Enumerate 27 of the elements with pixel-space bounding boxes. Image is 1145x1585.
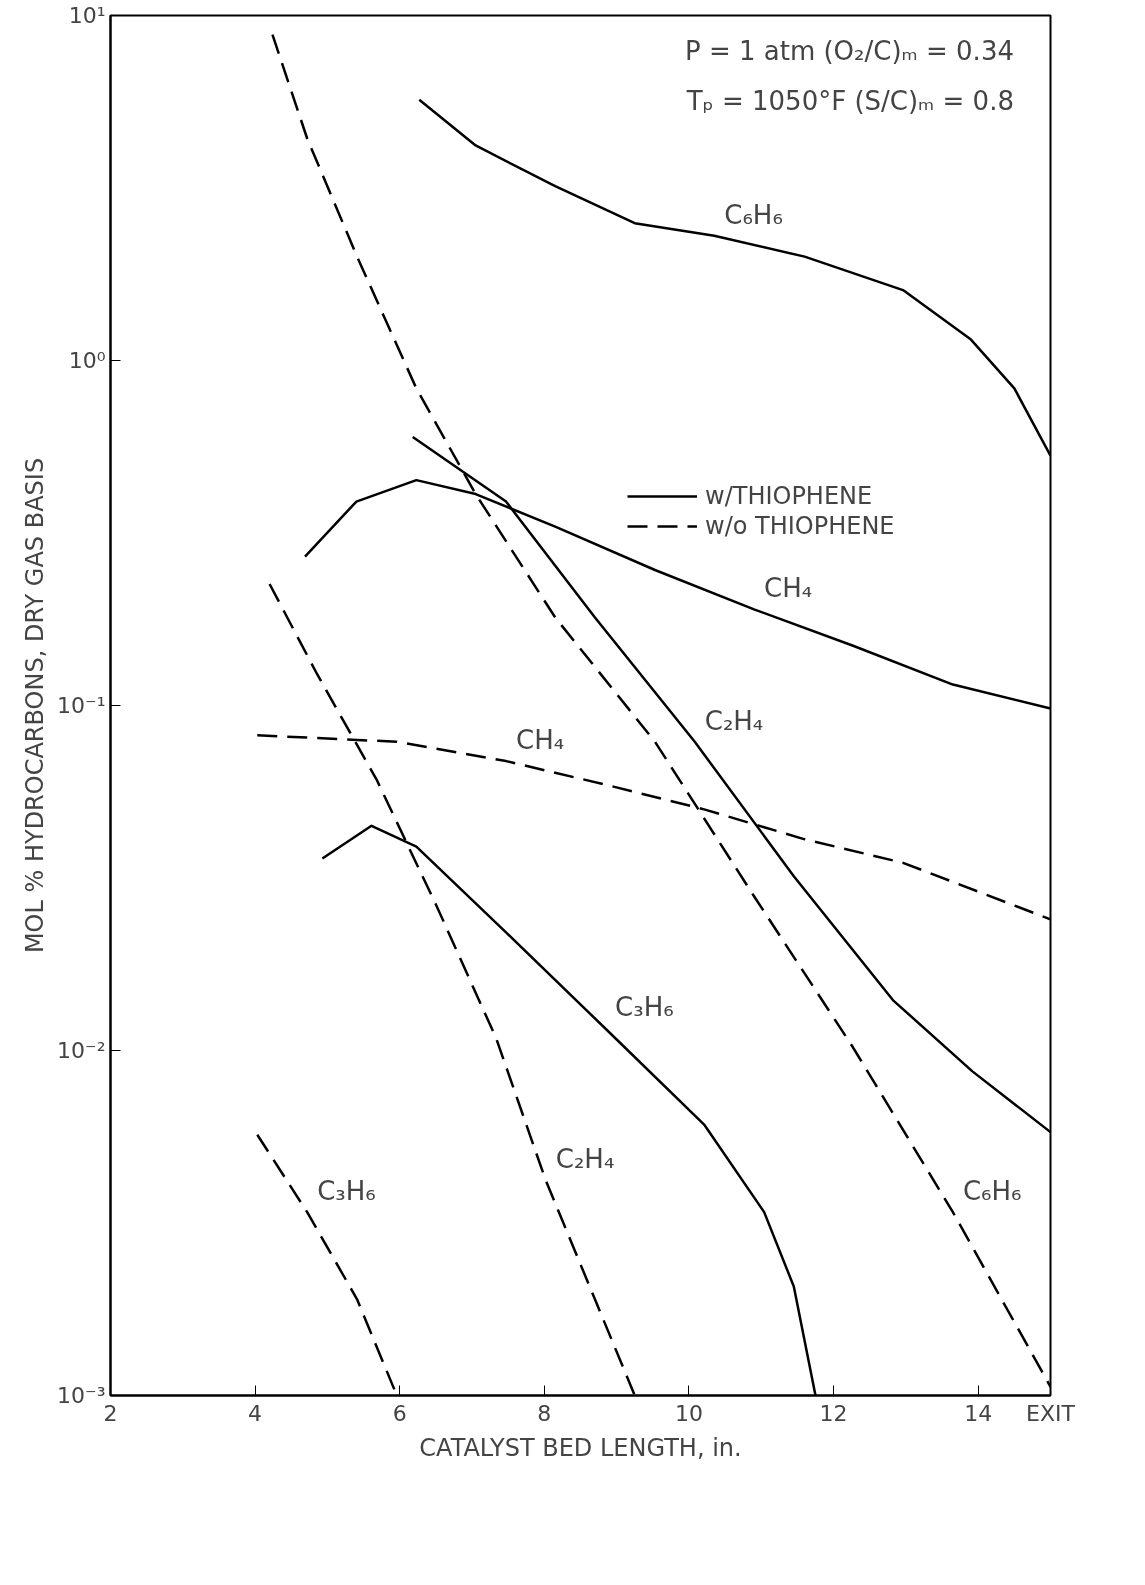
annotation: C₆H₆ (962, 1176, 1022, 1207)
annotation: C₂H₄ (704, 705, 764, 736)
x-tick-label: 4 (248, 1400, 263, 1426)
x-tick-label: 8 (537, 1400, 552, 1426)
x-tick-label: 6 (392, 1400, 407, 1426)
y-tick-label: 10⁻² (57, 1038, 106, 1063)
x-axis-title: CATALYST BED LENGTH, in. (419, 1433, 742, 1462)
legend-label: w/o THIOPHENE (705, 512, 895, 540)
x-tick-label: 10 (674, 1400, 703, 1426)
annotation: P = 1 atm (O₂/C)ₘ = 0.34 (684, 35, 1014, 66)
y-tick-label: 10⁰ (68, 348, 106, 373)
annotation: CH₄ (516, 725, 565, 756)
annotation: Tₚ = 1050°F (S/C)ₘ = 0.8 (685, 85, 1014, 116)
y-tick-label: 10¹ (68, 3, 106, 28)
y-tick-label: 10⁻³ (57, 1383, 106, 1408)
annotation: CH₄ (764, 573, 813, 604)
annotation: C₂H₄ (555, 1144, 615, 1175)
x-tick-label: 12 (819, 1400, 848, 1426)
x-tick-label: 2 (103, 1400, 118, 1426)
annotation: C₃H₆ (615, 992, 674, 1023)
annotation: C₆H₆ (724, 199, 783, 230)
legend-label: w/THIOPHENE (705, 482, 873, 510)
x-tick-label: EXIT (1026, 1400, 1076, 1426)
annotation: C₃H₆ (317, 1176, 376, 1207)
y-axis-title: MOL % HYDROCARBONS, DRY GAS BASIS (21, 457, 50, 954)
y-tick-label: 10⁻¹ (57, 693, 106, 718)
x-tick-label: 14 (964, 1400, 993, 1426)
